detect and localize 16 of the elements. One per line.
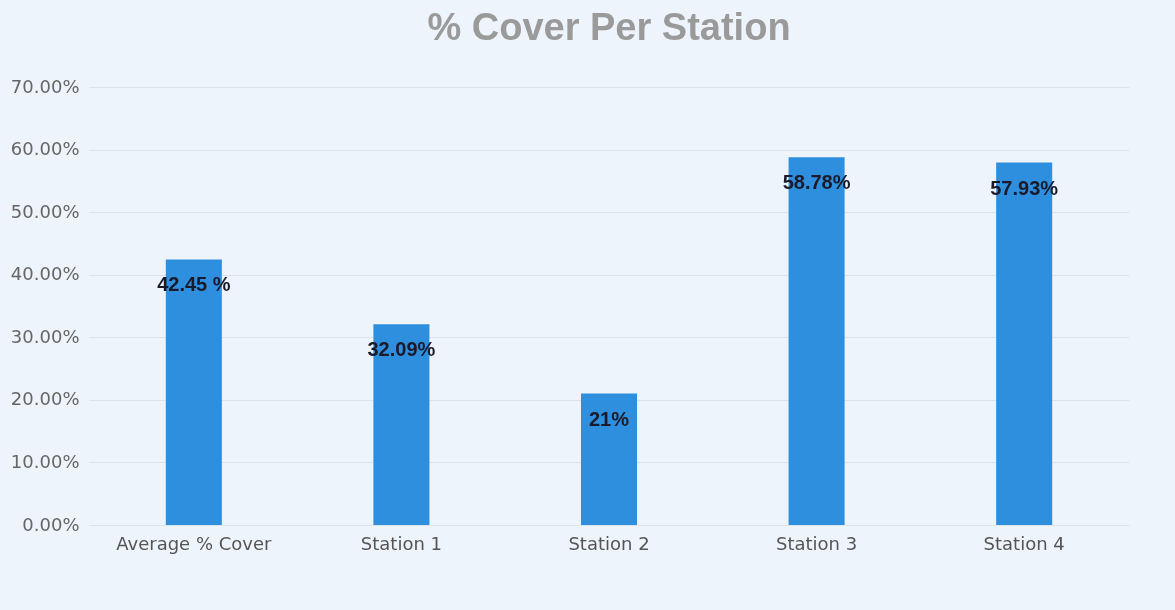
x-tick-label: Station 3 xyxy=(776,532,858,554)
y-tick-label: 40.00% xyxy=(10,263,80,285)
data-label: 21% xyxy=(588,407,630,430)
y-tick-label: 50.00% xyxy=(10,200,80,222)
y-tick-label: 20.00% xyxy=(10,388,80,410)
y-tick-label: 60.00% xyxy=(10,138,80,160)
y-tick-label: 30.00% xyxy=(10,325,80,347)
x-tick-label: Station 1 xyxy=(360,532,442,554)
x-tick-label: Station 4 xyxy=(983,532,1065,554)
x-tick-label: Average % Cover xyxy=(116,532,273,554)
chart-title: % Cover Per Station xyxy=(427,6,791,48)
y-tick-label: 70.00% xyxy=(10,75,80,97)
y-tick-label: 10.00% xyxy=(10,450,80,472)
x-tick-label: Station 2 xyxy=(568,532,650,554)
bar xyxy=(580,393,638,525)
y-tick-label: 0.00% xyxy=(22,513,80,535)
